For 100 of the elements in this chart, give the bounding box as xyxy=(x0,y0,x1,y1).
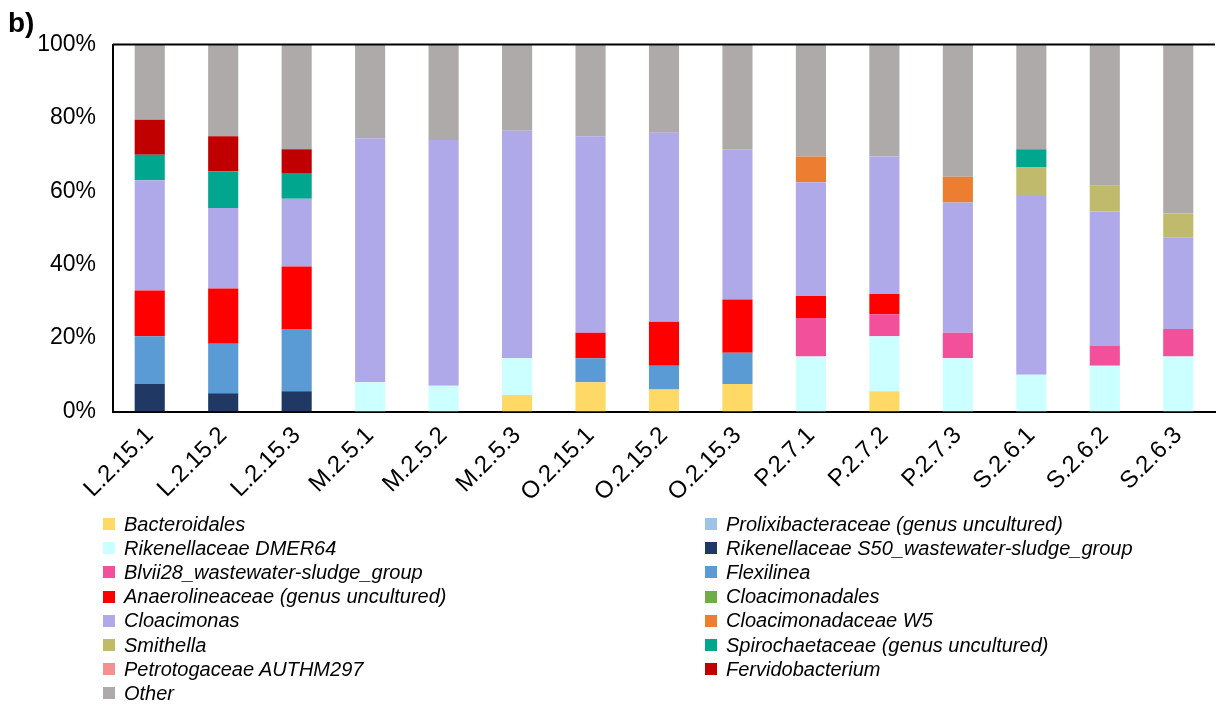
bar xyxy=(1089,44,1120,186)
bar xyxy=(648,132,680,322)
bar xyxy=(281,266,312,329)
bar xyxy=(281,198,312,267)
bar xyxy=(428,140,459,386)
legend-label: Cloacimonadaceae W5 xyxy=(726,609,933,633)
bar xyxy=(281,149,312,174)
chart-title: b) xyxy=(8,6,35,38)
bar xyxy=(942,44,973,177)
y-tick-label: 100% xyxy=(37,29,96,56)
bar xyxy=(795,156,826,183)
bar xyxy=(1016,374,1047,412)
bar xyxy=(869,336,900,392)
bar xyxy=(281,391,312,412)
legend-label: Cloacimonas xyxy=(124,609,240,633)
bar xyxy=(355,44,386,139)
bar xyxy=(281,328,312,392)
bar xyxy=(134,290,165,337)
legend-label: Flexilinea xyxy=(726,560,811,584)
legend-label: Rikenellaceae S50_wastewater-sludge_group xyxy=(726,536,1133,560)
legend-label: Other xyxy=(124,681,175,705)
bar xyxy=(134,384,165,412)
legend-label: Prolixibacteraceae (genus uncultured) xyxy=(726,512,1063,536)
bar xyxy=(795,44,826,157)
y-tick-label: 60% xyxy=(49,176,96,203)
bar xyxy=(869,294,900,315)
bar xyxy=(208,207,239,289)
bar xyxy=(502,44,533,131)
bar xyxy=(722,149,753,300)
bar xyxy=(1163,237,1194,329)
bar xyxy=(208,343,239,394)
legend-label: Rikenellaceae DMER64 xyxy=(124,536,337,560)
bar xyxy=(1163,356,1194,412)
bar xyxy=(722,384,753,412)
bar xyxy=(428,44,459,140)
bar xyxy=(1016,195,1047,375)
bar xyxy=(355,382,386,412)
bar xyxy=(428,385,459,412)
bar xyxy=(208,136,239,172)
bar xyxy=(281,44,312,150)
legend-label: Petrotogaceae AUTHM297 xyxy=(124,657,364,681)
bar xyxy=(208,288,239,344)
bar xyxy=(1016,167,1047,196)
legend-label: Spirochaetaceae (genus uncultured) xyxy=(726,633,1049,657)
bar xyxy=(795,356,826,412)
bar xyxy=(1163,213,1194,238)
bar xyxy=(942,358,973,412)
bar xyxy=(575,332,606,359)
legend-label: Bacteroidales xyxy=(124,512,246,536)
bar xyxy=(575,44,606,137)
y-tick-label: 80% xyxy=(49,103,96,130)
bar xyxy=(1089,211,1120,346)
bar xyxy=(502,130,533,359)
bar xyxy=(575,358,606,383)
bar xyxy=(134,180,165,291)
y-tick-label: 0% xyxy=(62,396,96,423)
bar xyxy=(795,295,826,318)
bar xyxy=(208,44,239,137)
bar xyxy=(1016,44,1047,150)
legend-label: Blvii28_wastewater-sludge_group xyxy=(124,560,423,584)
bar xyxy=(1089,345,1120,366)
bar xyxy=(869,156,900,295)
bar xyxy=(942,332,973,359)
bar xyxy=(1163,328,1194,357)
bar xyxy=(722,352,753,385)
bar xyxy=(1089,365,1120,412)
bar xyxy=(722,299,753,353)
bar xyxy=(134,119,165,155)
bar xyxy=(134,44,165,120)
bar xyxy=(1163,44,1194,214)
y-tick-label: 40% xyxy=(49,250,96,277)
bar xyxy=(648,365,680,390)
bar xyxy=(648,321,680,366)
bar xyxy=(502,358,533,396)
bar xyxy=(134,154,165,181)
bar xyxy=(134,336,165,385)
bar xyxy=(208,171,239,208)
bar xyxy=(942,202,973,333)
bar xyxy=(575,382,606,412)
bar xyxy=(208,393,239,412)
bar xyxy=(648,389,680,412)
bar xyxy=(869,44,900,157)
bar xyxy=(869,314,900,337)
bar xyxy=(869,391,900,412)
y-tick-label: 20% xyxy=(49,323,96,350)
legend-label: Anaerolineaceae (genus uncultured) xyxy=(124,585,447,609)
legend-label: Smithella xyxy=(124,633,207,657)
bar xyxy=(795,317,826,357)
bar xyxy=(722,44,753,150)
bar xyxy=(942,176,973,203)
legend-label: Fervidobacterium xyxy=(726,657,881,681)
bar xyxy=(355,138,386,383)
bar xyxy=(1089,185,1120,212)
bar xyxy=(575,136,606,333)
bar xyxy=(281,173,312,199)
bar xyxy=(1016,149,1047,168)
bar xyxy=(795,182,826,296)
bar xyxy=(502,395,533,412)
bar xyxy=(648,44,680,133)
legend-label: Cloacimonadales xyxy=(726,585,880,609)
